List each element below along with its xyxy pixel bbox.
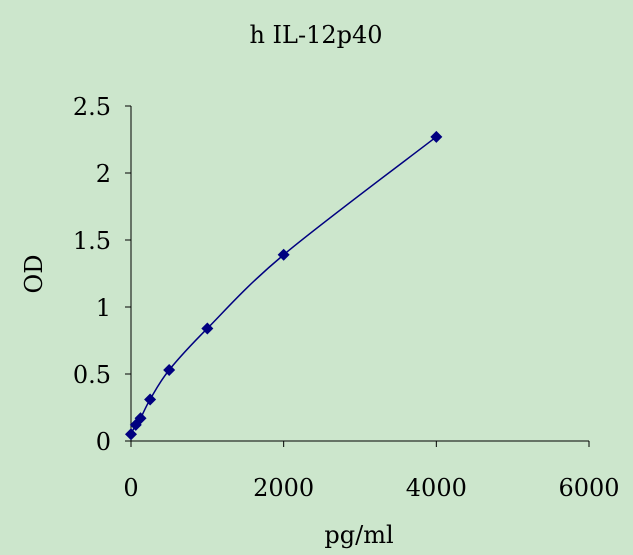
x-tick-label: 6000 <box>558 474 619 502</box>
x-axis-label: pg/ml <box>324 521 393 549</box>
y-tick-label: 0 <box>96 428 111 456</box>
axes <box>125 105 590 447</box>
data-point <box>430 130 443 143</box>
x-tick-label: 4000 <box>406 474 467 502</box>
x-tick-label: 0 <box>123 474 138 502</box>
y-tick-label: 1 <box>96 294 111 322</box>
data-point <box>134 412 147 425</box>
y-tick-label: 0.5 <box>73 361 111 389</box>
y-axis-label: OD <box>20 255 48 294</box>
data-point <box>144 393 157 406</box>
data-point <box>277 248 290 261</box>
y-tick-label: 2 <box>96 160 111 188</box>
x-tick-label: 2000 <box>253 474 314 502</box>
data-point <box>125 428 137 441</box>
chart-title: h IL-12p40 <box>249 21 382 49</box>
tick-labels: 0 0.5 1 1.5 2 2.5 0 2000 4000 6000 <box>73 93 620 502</box>
data-point <box>163 363 176 376</box>
series-line <box>130 136 437 435</box>
y-tick-label: 2.5 <box>73 93 111 121</box>
y-tick-label: 1.5 <box>73 227 111 255</box>
series-layer <box>125 130 443 441</box>
data-point <box>201 322 214 335</box>
